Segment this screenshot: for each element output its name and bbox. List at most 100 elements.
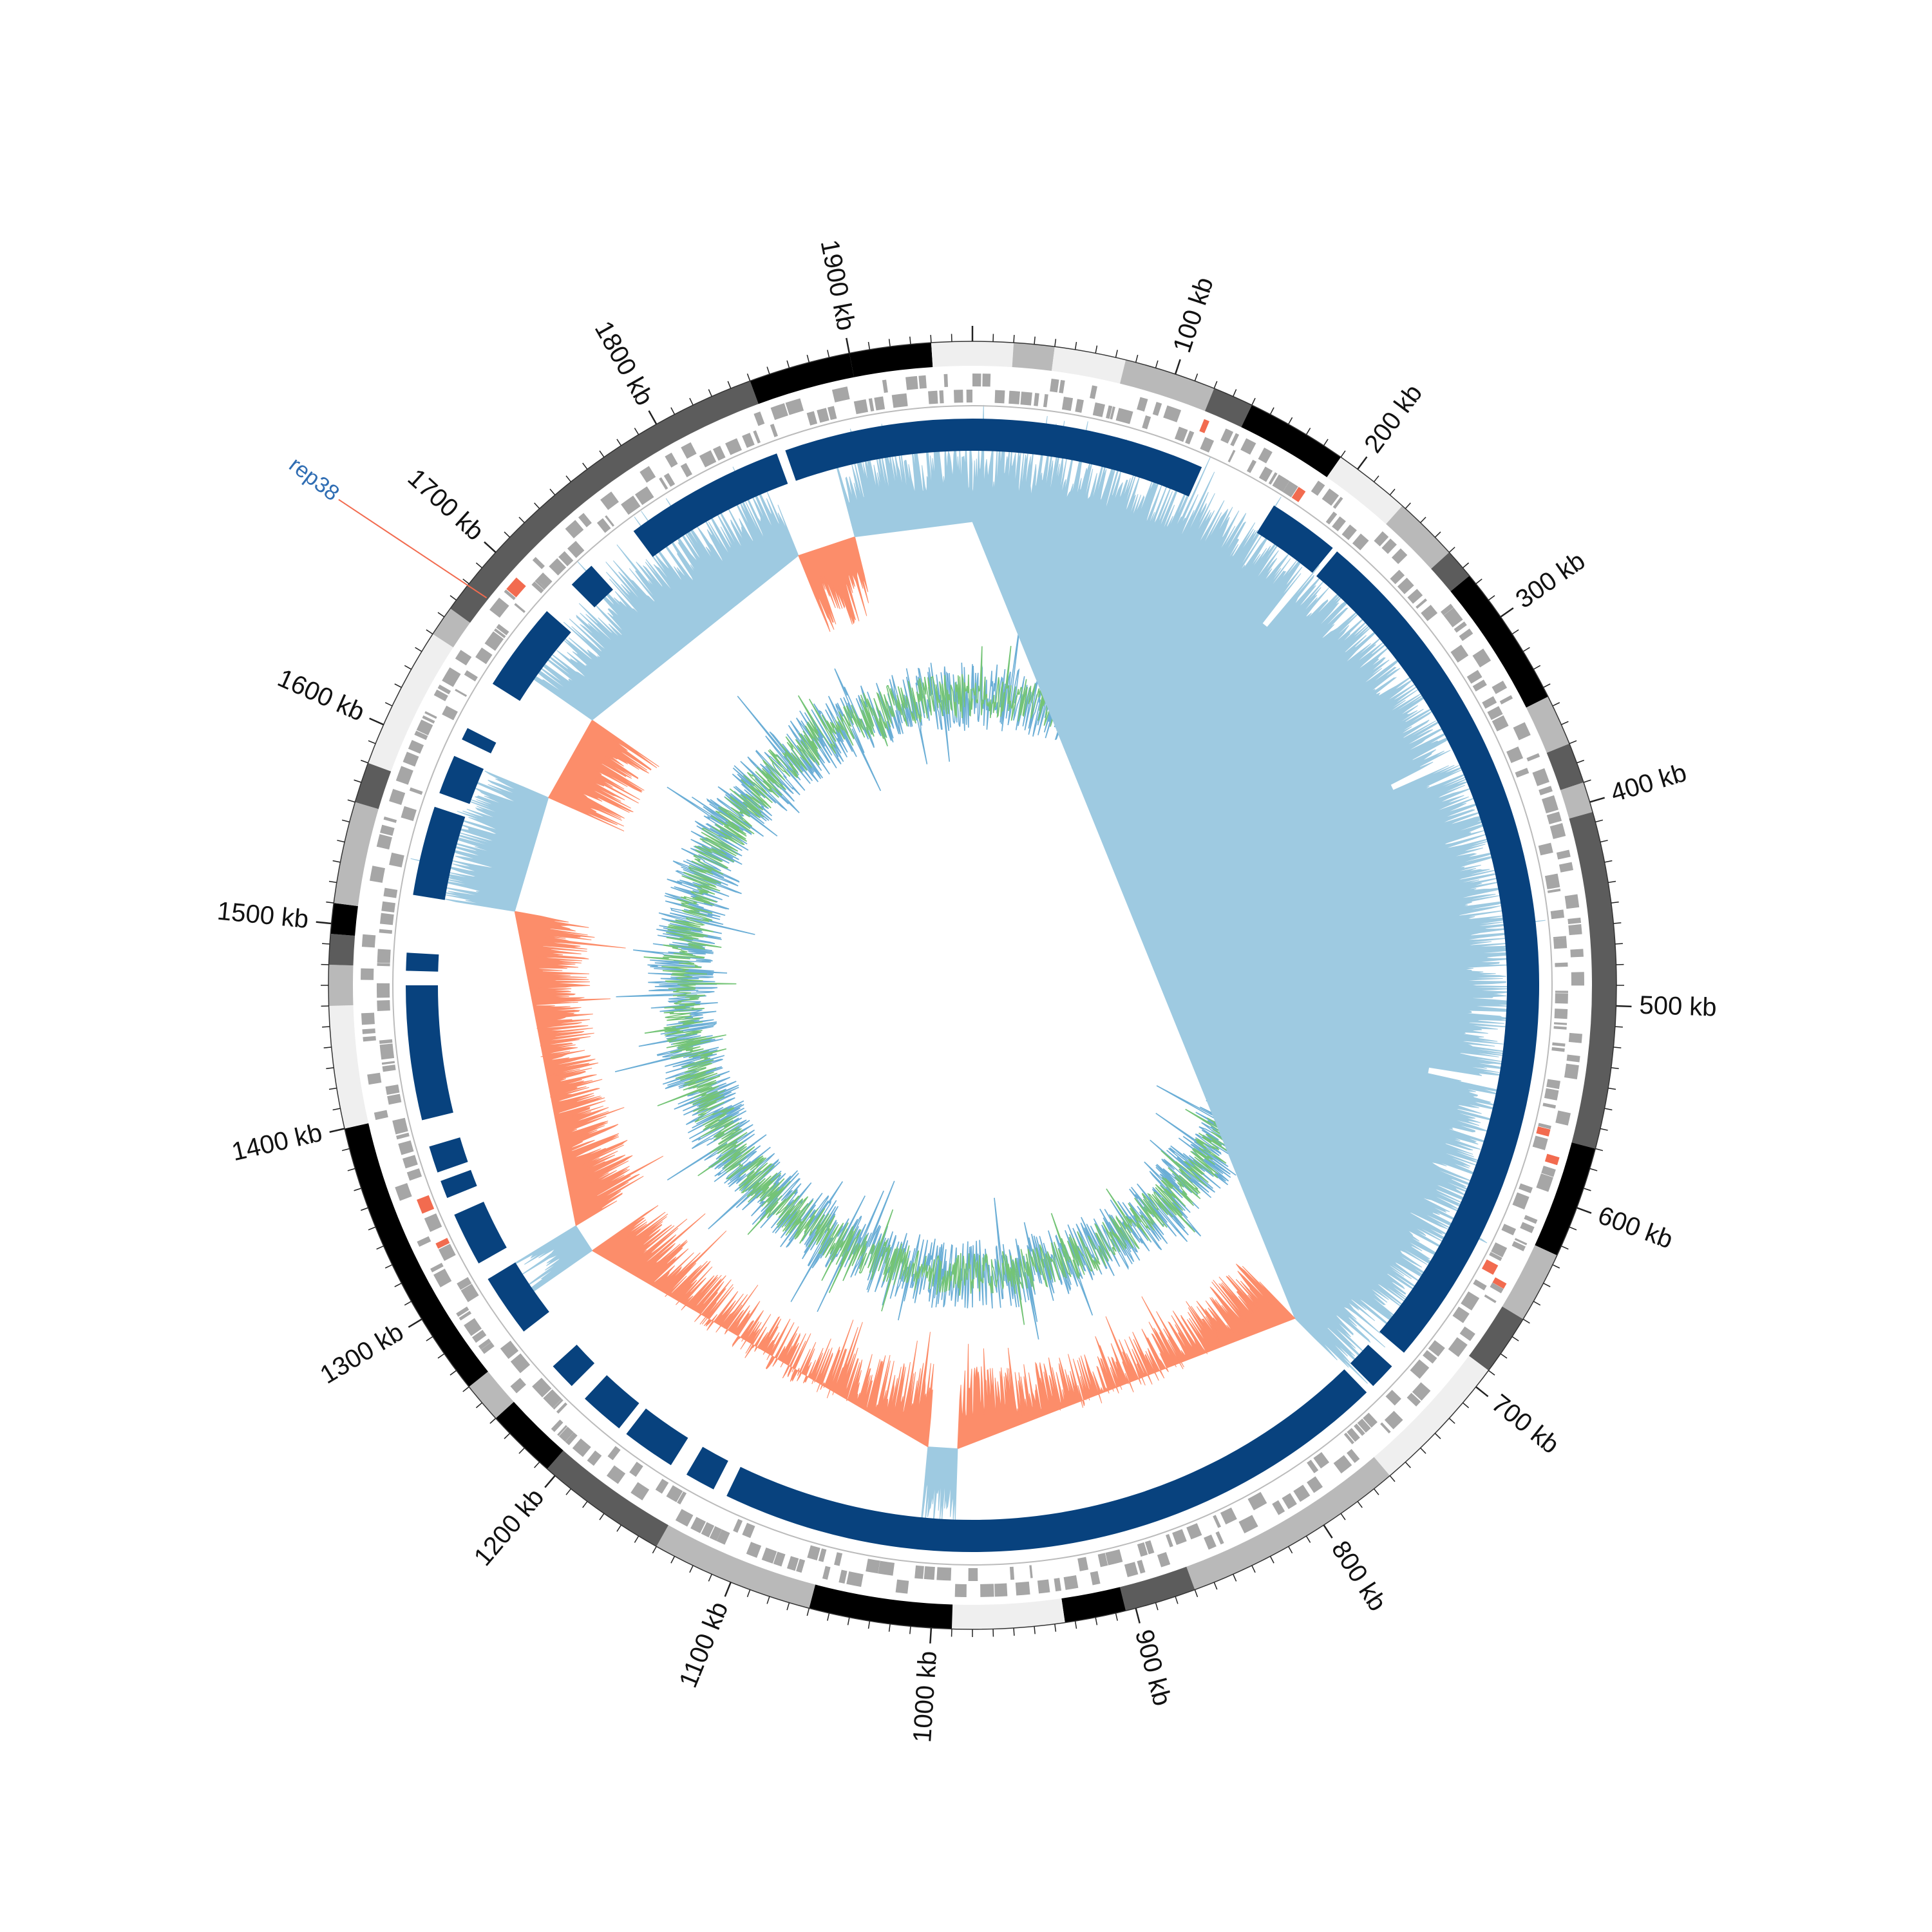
gene-block[interactable]: [834, 1552, 843, 1566]
gene-block[interactable]: [401, 806, 417, 821]
gene-block[interactable]: [1137, 397, 1148, 412]
gene-block[interactable]: [1491, 1242, 1508, 1258]
contig-block-29[interactable]: [328, 964, 354, 1007]
gene-block[interactable]: [1515, 768, 1530, 778]
gene-block[interactable]: [1282, 480, 1298, 498]
gene-block[interactable]: [1282, 1493, 1297, 1510]
gene-block[interactable]: [379, 929, 393, 934]
gene-block[interactable]: [1352, 533, 1369, 551]
contig-block-37[interactable]: [750, 353, 855, 404]
gene-block[interactable]: [1240, 438, 1256, 455]
gene-block[interactable]: [565, 1432, 578, 1446]
gene-block[interactable]: [1492, 680, 1508, 694]
gene-block[interactable]: [433, 689, 448, 701]
gene-block[interactable]: [1390, 569, 1405, 585]
gene-block[interactable]: [549, 558, 567, 576]
gene-block[interactable]: [1489, 1251, 1502, 1262]
gene-block[interactable]: [369, 866, 385, 883]
gene-block[interactable]: [417, 1195, 435, 1214]
gene-block[interactable]: [1174, 426, 1188, 442]
gene-block[interactable]: [1137, 1542, 1148, 1557]
gene-block[interactable]: [1246, 459, 1257, 473]
gene-block[interactable]: [567, 540, 585, 558]
gene-block[interactable]: [786, 1556, 799, 1571]
gene-block[interactable]: [607, 1446, 621, 1461]
gene-block[interactable]: [1347, 1428, 1360, 1442]
gene-block[interactable]: [557, 1425, 567, 1436]
gene-block[interactable]: [1416, 598, 1427, 609]
gene-block[interactable]: [409, 787, 423, 795]
gene-block[interactable]: [363, 1036, 376, 1042]
contig-block-35[interactable]: [432, 608, 470, 648]
gene-block[interactable]: [1547, 888, 1561, 893]
gene-block[interactable]: [634, 486, 654, 506]
gene-block[interactable]: [489, 597, 509, 618]
gene-block[interactable]: [1482, 696, 1497, 709]
gene-block[interactable]: [514, 603, 526, 613]
gene-block[interactable]: [1459, 629, 1473, 641]
gene-block[interactable]: [430, 1262, 444, 1273]
gene-block[interactable]: [1220, 428, 1234, 444]
gene-block[interactable]: [742, 1522, 755, 1539]
gene-block[interactable]: [596, 518, 611, 533]
gene-block[interactable]: [382, 1065, 396, 1072]
gene-block[interactable]: [1555, 993, 1568, 1004]
gene-block[interactable]: [1454, 621, 1467, 633]
gene-block[interactable]: [831, 386, 850, 402]
gene-block[interactable]: [1499, 695, 1513, 705]
gene-block[interactable]: [905, 375, 918, 390]
gene-block[interactable]: [1343, 1432, 1354, 1444]
blast-hit-15[interactable]: [413, 806, 466, 900]
gene-block[interactable]: [1043, 393, 1048, 408]
gene-block[interactable]: [1555, 962, 1568, 967]
gene-block[interactable]: [1487, 706, 1503, 721]
gene-block[interactable]: [677, 1491, 687, 1505]
gene-block[interactable]: [1115, 408, 1133, 424]
gene-block[interactable]: [675, 1509, 694, 1527]
gene-block[interactable]: [1090, 385, 1097, 399]
gene-block[interactable]: [510, 1353, 531, 1374]
gene-block[interactable]: [1564, 1063, 1579, 1079]
gene-block[interactable]: [455, 650, 472, 666]
blast-hit-7[interactable]: [585, 1375, 639, 1429]
gene-block[interactable]: [1166, 1534, 1173, 1548]
gene-block[interactable]: [389, 789, 406, 806]
gene-block[interactable]: [1555, 1110, 1571, 1126]
gene-block[interactable]: [1397, 578, 1414, 594]
gene-block[interactable]: [1542, 1103, 1557, 1109]
gene-block[interactable]: [1539, 786, 1553, 796]
blast-hit-4[interactable]: [726, 1369, 1367, 1552]
gene-block[interactable]: [1423, 1350, 1437, 1364]
contig-block-20[interactable]: [1061, 1587, 1126, 1623]
gene-block[interactable]: [1354, 1423, 1365, 1436]
blast-hit-11[interactable]: [440, 1170, 477, 1198]
gene-block[interactable]: [457, 1276, 472, 1291]
gene-block[interactable]: [464, 1318, 482, 1336]
gene-block[interactable]: [1199, 419, 1209, 433]
gene-block[interactable]: [1077, 1557, 1089, 1571]
gene-block[interactable]: [1421, 605, 1438, 621]
gene-block[interactable]: [1054, 1578, 1062, 1592]
gene-block[interactable]: [994, 390, 1005, 404]
gene-block[interactable]: [1321, 488, 1340, 506]
gene-block[interactable]: [535, 579, 546, 591]
gene-block[interactable]: [1020, 392, 1032, 406]
gene-block[interactable]: [379, 913, 394, 925]
gene-block[interactable]: [558, 1426, 574, 1442]
contig-block-14[interactable]: [1535, 1142, 1596, 1256]
contig-block-26[interactable]: [469, 1371, 514, 1419]
gene-block[interactable]: [665, 452, 678, 468]
blast-hit-8[interactable]: [553, 1345, 595, 1387]
gene-block[interactable]: [968, 1567, 978, 1581]
gene-block[interactable]: [1541, 1166, 1556, 1177]
gene-block[interactable]: [746, 1542, 762, 1558]
contig-block-8[interactable]: [1431, 552, 1470, 592]
gene-block[interactable]: [1541, 795, 1559, 814]
contig-block-18[interactable]: [1186, 1457, 1390, 1590]
gene-block[interactable]: [379, 1039, 393, 1045]
gene-block[interactable]: [818, 1548, 827, 1562]
gene-block[interactable]: [1567, 917, 1582, 925]
gene-block[interactable]: [1484, 1294, 1497, 1303]
gene-block[interactable]: [1554, 1009, 1568, 1019]
gene-block[interactable]: [433, 1269, 452, 1288]
